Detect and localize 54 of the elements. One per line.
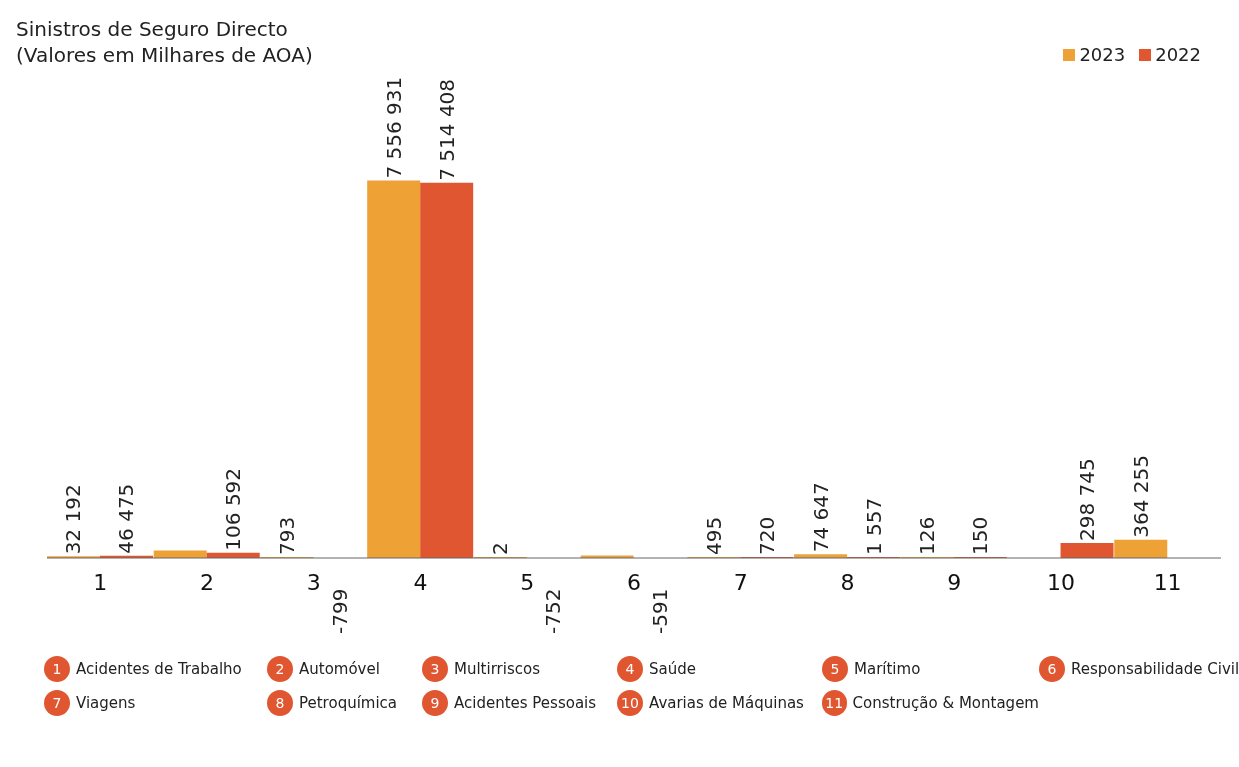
- category-label: 11: [825, 695, 844, 711]
- chart-title: Sinistros de Seguro Directo (Valores em Milhares de AOA): [16, 16, 313, 68]
- data-label: 32 192: [61, 484, 86, 555]
- data-label: 7 556 931: [381, 76, 406, 179]
- data-label: 46 475: [114, 483, 139, 554]
- text: Responsabilidade Civil: [1071, 660, 1239, 678]
- text: Saúde: [649, 660, 696, 678]
- category-label: 6: [1047, 661, 1057, 677]
- x-tick-label: 7: [733, 569, 748, 595]
- legend-label: 2023: [1079, 44, 1126, 65]
- x-tick-label: 6: [627, 569, 641, 595]
- x-tick-label: 8: [840, 569, 855, 595]
- x-tick-label: 11: [1153, 569, 1182, 595]
- data-label: 150: [968, 516, 993, 555]
- data-label: -752: [541, 588, 566, 634]
- data-label: 106 592: [221, 467, 246, 551]
- text: Avarias de Máquinas: [649, 694, 804, 712]
- category-label: 5: [830, 661, 840, 677]
- data-label: 720: [754, 516, 779, 555]
- category-label: 7: [52, 695, 62, 711]
- data-label: 7 514 408: [434, 78, 459, 181]
- data-label: -799: [327, 588, 352, 634]
- data-label: 2: [488, 542, 513, 555]
- x-tick-label: 5: [520, 569, 535, 595]
- x-tick-label: 1: [93, 569, 108, 595]
- data-label: 364 255: [1128, 455, 1153, 538]
- x-tick-label: 2: [200, 569, 215, 595]
- text: Automóvel: [299, 660, 380, 678]
- legend-label: 2022: [1155, 44, 1201, 65]
- text: Construção & Montagem: [852, 694, 1039, 712]
- category-label: 10: [621, 695, 639, 711]
- data-label: 793: [274, 516, 299, 555]
- data-label: 1 557: [861, 497, 886, 555]
- data-label: 495: [701, 516, 726, 555]
- category-label: 8: [275, 695, 285, 711]
- data-label: 298 745: [1075, 458, 1100, 542]
- category-label: 4: [625, 661, 635, 677]
- category-label: 3: [430, 661, 440, 677]
- data-label: 74 647: [808, 482, 833, 553]
- text: Acidentes Pessoais: [454, 694, 597, 712]
- x-tick-label: 4: [413, 569, 428, 595]
- text: Viagens: [76, 694, 136, 712]
- text: Acidentes de Trabalho: [76, 660, 242, 678]
- category-label: 1: [52, 661, 62, 677]
- x-tick-label: 3: [306, 569, 321, 595]
- text: Multirriscos: [454, 660, 540, 678]
- text: Petroquímica: [299, 694, 398, 712]
- x-tick-label: 10: [1046, 569, 1075, 595]
- category-label: 9: [430, 695, 440, 711]
- x-tick-label: 9: [947, 569, 962, 595]
- text: Marítimo: [854, 660, 921, 678]
- data-label: -591: [648, 588, 673, 634]
- data-label: 126: [915, 516, 940, 555]
- category-label: 2: [275, 661, 285, 677]
